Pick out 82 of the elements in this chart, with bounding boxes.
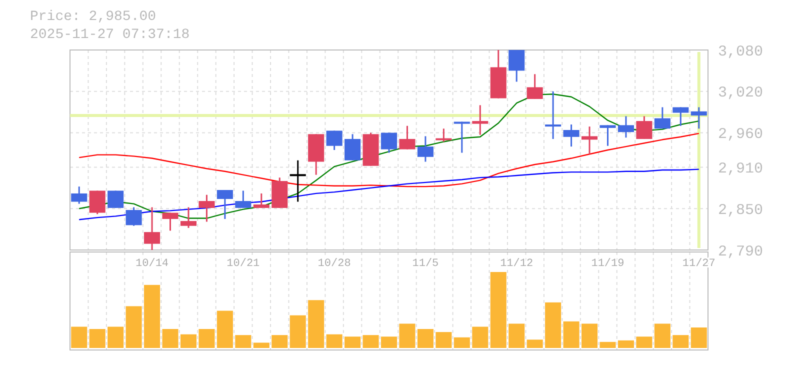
line-series xyxy=(78,132,700,188)
bar xyxy=(563,321,580,348)
candlestick xyxy=(71,186,88,205)
candlestick xyxy=(545,90,562,140)
candlestick xyxy=(417,135,434,162)
chart-title: Price: 2,985.00 xyxy=(30,9,156,25)
x-tick-label: 10/28 xyxy=(318,258,351,270)
candlestick xyxy=(253,192,270,209)
x-tick-label: 10/14 xyxy=(136,258,169,270)
candlestick xyxy=(162,212,178,232)
bar xyxy=(108,326,124,348)
bar xyxy=(253,342,270,348)
bar xyxy=(326,334,342,348)
bar xyxy=(198,329,215,348)
line-series xyxy=(78,168,700,220)
candlestick xyxy=(216,189,233,220)
bar xyxy=(690,327,707,348)
candlestick xyxy=(672,106,689,127)
bar xyxy=(272,335,288,348)
bar xyxy=(180,334,197,348)
bar xyxy=(235,335,252,348)
candlestick xyxy=(472,104,488,136)
x-tick-label: 10/21 xyxy=(226,258,260,270)
bar xyxy=(436,332,452,348)
candlestick xyxy=(654,106,670,130)
bar xyxy=(162,329,178,348)
x-tick-label: 11/5 xyxy=(412,258,439,270)
bar xyxy=(672,335,689,348)
bar xyxy=(362,335,379,348)
bar xyxy=(472,326,488,348)
y-tick-label: 2,910 xyxy=(718,160,764,178)
y-tick-label: 2,850 xyxy=(718,202,764,219)
candlestick xyxy=(180,206,197,229)
x-tick-label: 11/12 xyxy=(500,258,534,270)
candlestick xyxy=(290,160,306,202)
bar xyxy=(636,336,652,348)
y-tick-label: 3,020 xyxy=(718,84,764,102)
bar xyxy=(89,329,106,348)
candlestick xyxy=(89,190,106,215)
bar xyxy=(380,336,398,348)
bar xyxy=(581,324,598,348)
bar xyxy=(600,342,616,348)
candlestick xyxy=(344,133,361,162)
bar xyxy=(308,300,324,348)
bar xyxy=(71,326,88,348)
bar xyxy=(545,302,562,348)
bar xyxy=(399,324,416,348)
candlestick xyxy=(144,206,160,251)
bar xyxy=(526,340,543,348)
bar xyxy=(454,337,470,348)
candlestick xyxy=(235,190,252,209)
y-tick-label: 2,960 xyxy=(718,126,764,144)
bar xyxy=(216,310,233,348)
y-tick-label: 2,790 xyxy=(718,243,764,260)
chart-subtitle: 2025-11-27 07:37:18 xyxy=(30,27,190,43)
candlestick xyxy=(526,73,543,100)
bar xyxy=(618,340,634,348)
bar xyxy=(654,324,670,348)
candlestick xyxy=(198,194,215,222)
bar xyxy=(344,336,361,348)
bar xyxy=(417,329,434,348)
x-tick-label: 11/19 xyxy=(591,258,624,270)
bar xyxy=(490,272,506,348)
candlestick xyxy=(399,125,416,150)
bar xyxy=(290,315,306,348)
candlestick xyxy=(600,124,616,147)
candlestick xyxy=(380,132,398,154)
candlestick xyxy=(108,190,124,209)
y-tick-label: 3,080 xyxy=(718,43,764,60)
candlestick xyxy=(563,124,580,148)
bar xyxy=(126,306,142,348)
candlestick xyxy=(326,130,342,151)
candlestick xyxy=(636,115,652,140)
bar xyxy=(144,284,160,348)
candlestick xyxy=(454,120,470,154)
candlestick xyxy=(618,115,634,138)
candlestick xyxy=(690,106,707,130)
bar xyxy=(508,324,525,348)
candlestick xyxy=(126,206,142,227)
candlestick xyxy=(436,128,452,142)
candlestick xyxy=(508,49,525,82)
candlestick xyxy=(581,126,598,155)
